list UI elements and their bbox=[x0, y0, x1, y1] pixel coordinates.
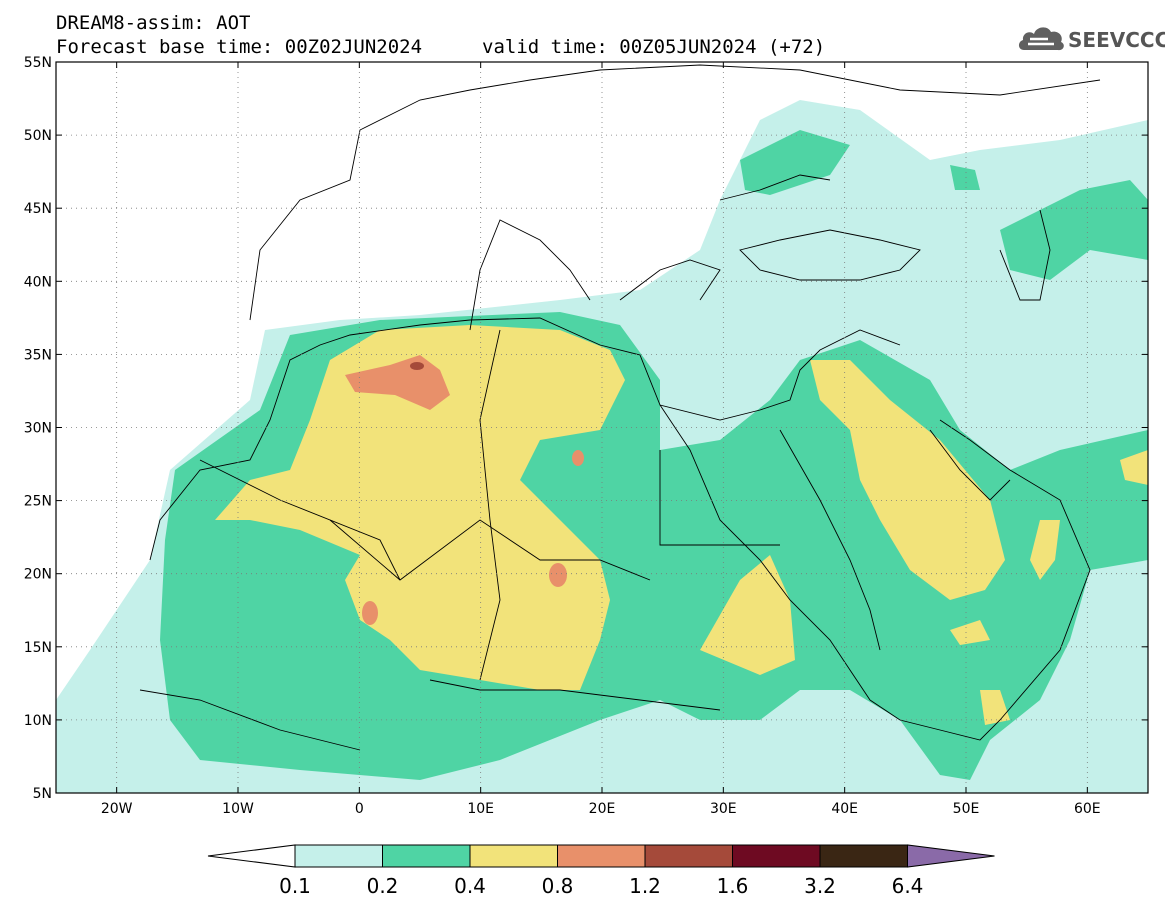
colorbar-box bbox=[294, 844, 383, 868]
lat-label: 20N bbox=[24, 567, 52, 583]
lon-label: 30E bbox=[710, 801, 737, 817]
cloud-icon bbox=[1018, 27, 1064, 51]
lon-label: 10W bbox=[222, 801, 254, 817]
colorbar-label: 6.4 bbox=[892, 874, 924, 898]
colorbar-label: 0.2 bbox=[367, 874, 399, 898]
lat-label: 50N bbox=[24, 128, 52, 144]
lat-label: 30N bbox=[24, 421, 52, 437]
lat-label: 25N bbox=[24, 494, 52, 510]
valid-time: valid time: 00Z05JUN2024 (+72) bbox=[482, 36, 826, 58]
colorbar-box bbox=[557, 844, 646, 868]
colorbar-label: 0.1 bbox=[279, 874, 311, 898]
colorbar-box bbox=[382, 844, 471, 868]
lon-label: 20W bbox=[101, 801, 133, 817]
colorbar-label: 1.6 bbox=[717, 874, 749, 898]
lat-label: 5N bbox=[33, 786, 52, 802]
colorbar-label: 0.8 bbox=[542, 874, 574, 898]
coastlines bbox=[139, 64, 1101, 751]
colorbar-box bbox=[732, 844, 821, 868]
lon-label: 60E bbox=[1074, 801, 1101, 817]
lat-label: 35N bbox=[24, 347, 52, 363]
graticule bbox=[56, 62, 1148, 793]
lon-label: 10E bbox=[467, 801, 494, 817]
colorbar: 0.1 0.2 0.4 0.8 1.2 1.6 3.2 6.4 bbox=[207, 844, 995, 898]
logo-text: SEEVCCC bbox=[1068, 28, 1165, 52]
seevccc-logo: SEEVCCC bbox=[1016, 20, 1165, 60]
aot-band-0-4 bbox=[215, 325, 1148, 725]
lat-label: 15N bbox=[24, 640, 52, 656]
aot-band-0-8 bbox=[345, 355, 584, 625]
colorbar-box bbox=[644, 844, 733, 868]
lon-label: 0 bbox=[355, 801, 364, 817]
aot-band-1-2 bbox=[410, 362, 424, 370]
lat-label: 55N bbox=[24, 55, 52, 71]
colorbar-over-triangle bbox=[907, 844, 995, 868]
lon-label: 50E bbox=[953, 801, 980, 817]
lat-label: 40N bbox=[24, 274, 52, 290]
lat-label: 45N bbox=[24, 201, 52, 217]
lon-label: 20E bbox=[589, 801, 616, 817]
lat-label: 10N bbox=[24, 713, 52, 729]
colorbar-under-triangle bbox=[207, 844, 296, 868]
colorbar-box bbox=[469, 844, 558, 868]
colorbar-label: 1.2 bbox=[629, 874, 661, 898]
colorbar-label: 3.2 bbox=[804, 874, 836, 898]
colorbar-box bbox=[819, 844, 908, 868]
colorbar-label: 0.4 bbox=[454, 874, 486, 898]
lon-label: 40E bbox=[831, 801, 858, 817]
axes: 55N 50N 45N 40N 35N 30N 25N 20N 15N 10N 5N 20W 10W 0 1… bbox=[24, 55, 1148, 817]
map-title: DREAM8-assim: AOT bbox=[56, 12, 251, 34]
forecast-base-time: Forecast base time: 00Z02JUN2024 bbox=[56, 36, 423, 58]
